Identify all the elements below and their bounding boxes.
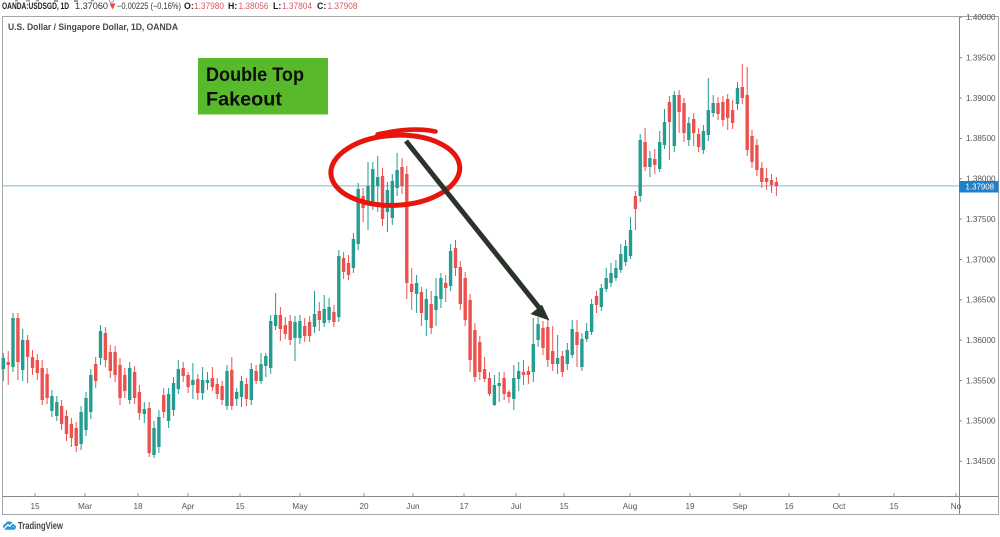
svg-text:17: 17 xyxy=(459,502,469,511)
svg-text:C:: C: xyxy=(317,1,326,11)
svg-text:1.36000: 1.36000 xyxy=(966,336,996,345)
svg-text:1.34500: 1.34500 xyxy=(966,457,996,466)
svg-text:1.39000: 1.39000 xyxy=(966,94,996,103)
svg-text:OANDA:USDSGD, 1D: OANDA:USDSGD, 1D xyxy=(2,1,69,11)
svg-text:1.38000: 1.38000 xyxy=(966,175,996,184)
svg-text:1.37060: 1.37060 xyxy=(75,1,108,11)
svg-text:1.38056: 1.38056 xyxy=(239,1,269,11)
svg-text:1.36500: 1.36500 xyxy=(966,296,996,305)
svg-text:15: 15 xyxy=(30,502,40,511)
svg-text:1.37980: 1.37980 xyxy=(194,1,224,11)
svg-text:15: 15 xyxy=(235,502,245,511)
svg-text:L:: L: xyxy=(273,1,281,11)
svg-text:19: 19 xyxy=(685,502,695,511)
svg-text:1.38500: 1.38500 xyxy=(966,134,996,143)
svg-text:Sep: Sep xyxy=(733,502,748,511)
svg-text:Fakeout: Fakeout xyxy=(206,90,283,111)
svg-text:TradingView: TradingView xyxy=(18,521,63,532)
svg-text:1.35000: 1.35000 xyxy=(966,417,996,426)
svg-text:20: 20 xyxy=(359,502,369,511)
svg-text:May: May xyxy=(292,502,308,511)
svg-text:O:: O: xyxy=(184,1,194,11)
svg-text:1.37908: 1.37908 xyxy=(328,1,358,11)
svg-text:No: No xyxy=(951,502,962,511)
svg-text:Apr: Apr xyxy=(182,502,195,511)
svg-text:Oct: Oct xyxy=(833,502,846,511)
svg-text:1.39500: 1.39500 xyxy=(966,54,996,63)
svg-text:1.37500: 1.37500 xyxy=(966,215,996,224)
svg-text:15: 15 xyxy=(889,502,899,511)
svg-text:1.37804: 1.37804 xyxy=(282,1,312,11)
svg-text:16: 16 xyxy=(784,502,794,511)
svg-text:H:: H: xyxy=(228,1,237,11)
svg-text:Mar: Mar xyxy=(78,502,92,511)
svg-text:1.37000: 1.37000 xyxy=(966,255,996,264)
svg-text:1.37908: 1.37908 xyxy=(966,183,995,192)
svg-text:Double Top: Double Top xyxy=(206,65,304,86)
svg-text:Jun: Jun xyxy=(406,502,420,511)
svg-text:1.35500: 1.35500 xyxy=(966,376,996,385)
svg-text:Aug: Aug xyxy=(623,502,638,511)
svg-text:18: 18 xyxy=(133,502,143,511)
svg-text:Jul: Jul xyxy=(511,502,522,511)
svg-text:U.S. Dollar / Singapore Dollar: U.S. Dollar / Singapore Dollar, 1D, OAND… xyxy=(8,22,179,32)
svg-text:1.40000: 1.40000 xyxy=(966,13,996,22)
svg-text:−0.00225 (−0.16%): −0.00225 (−0.16%) xyxy=(117,1,181,11)
svg-text:15: 15 xyxy=(559,502,569,511)
